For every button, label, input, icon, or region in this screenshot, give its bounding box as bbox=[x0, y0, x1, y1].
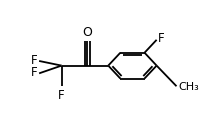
Text: CH₃: CH₃ bbox=[178, 82, 199, 92]
Text: F: F bbox=[30, 54, 37, 67]
Text: O: O bbox=[83, 26, 93, 39]
Text: F: F bbox=[30, 66, 37, 79]
Text: F: F bbox=[58, 89, 65, 102]
Text: F: F bbox=[158, 32, 165, 45]
